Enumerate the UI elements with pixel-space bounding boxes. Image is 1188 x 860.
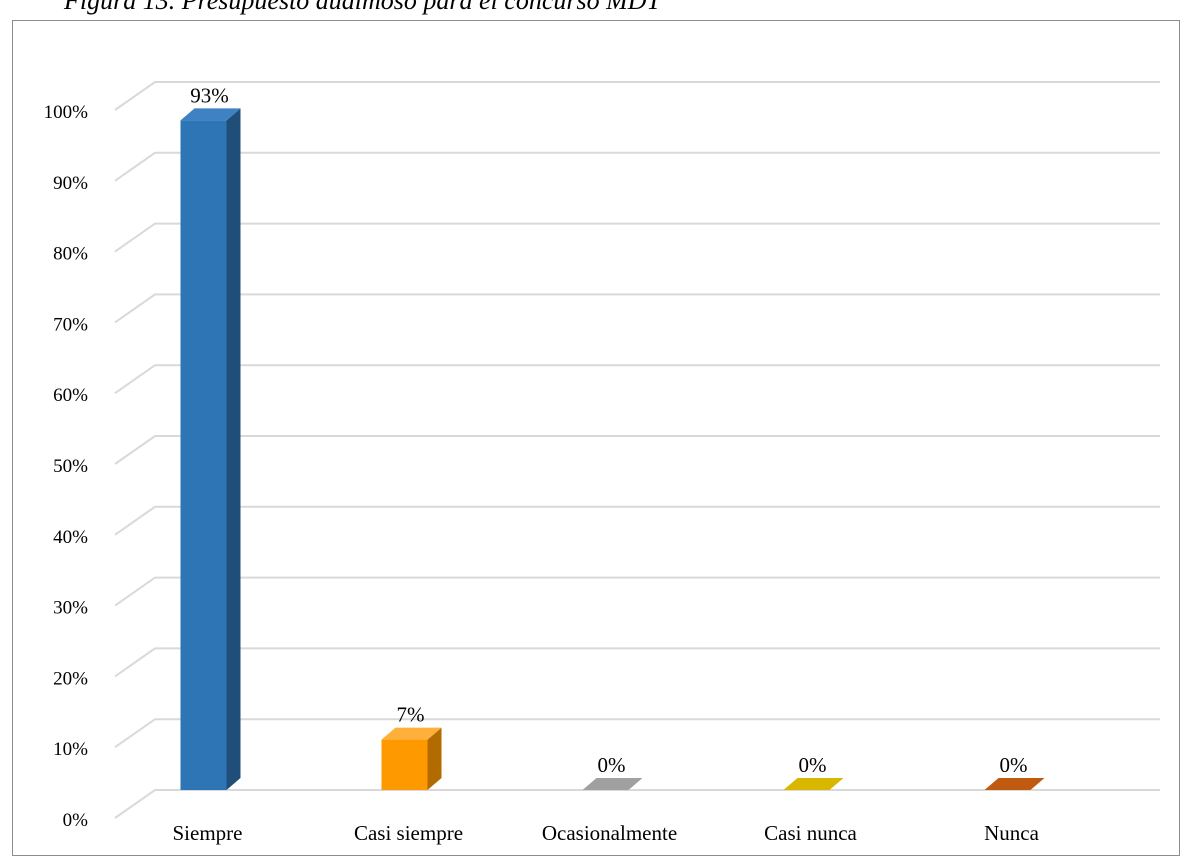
bars <box>180 108 1045 790</box>
data-label: 0% <box>598 753 626 777</box>
bar-side <box>427 727 442 790</box>
data-labels: 93% 7% 0% 0% 0% <box>190 83 1027 777</box>
gridline <box>114 505 1160 536</box>
gridline <box>114 293 1160 324</box>
bar-siempre <box>180 108 241 790</box>
bar-top <box>180 108 241 121</box>
y-tick-label: 20% <box>53 668 88 689</box>
x-category-label: Nunca <box>984 821 1039 845</box>
gridline <box>114 576 1160 607</box>
x-category-label: Siempre <box>173 821 243 845</box>
gridline <box>114 718 1160 749</box>
x-category-label: Casi nunca <box>764 821 857 845</box>
chart-frame <box>12 20 1180 856</box>
bar-front <box>180 120 227 790</box>
bar-casi-siempre <box>381 727 442 790</box>
data-label: 0% <box>799 753 827 777</box>
data-label: 93% <box>190 83 229 107</box>
bar-nunca <box>984 778 1045 790</box>
bar-side <box>226 108 241 790</box>
y-tick-label: 50% <box>53 456 88 477</box>
gridline <box>114 222 1160 253</box>
y-tick-label: 0% <box>63 810 89 831</box>
y-tick-label: 90% <box>53 173 88 194</box>
bar-top <box>582 778 643 790</box>
bar-top <box>984 778 1045 790</box>
bar-casi-nunca <box>783 778 844 790</box>
y-tick-label: 80% <box>53 244 88 265</box>
gridlines <box>114 81 1160 819</box>
gridline <box>114 789 1160 819</box>
data-label: 7% <box>397 703 425 727</box>
bar-front <box>381 739 428 790</box>
gridline <box>114 647 1160 678</box>
bar-top <box>783 778 844 790</box>
figure-caption: Figura 13. Presupuesto dualmoso para el … <box>64 0 662 15</box>
x-category-label: Casi siempre <box>354 821 463 845</box>
y-tick-label: 30% <box>53 598 88 619</box>
bar-top <box>381 727 442 740</box>
bar-ocasionalmente <box>582 778 643 790</box>
y-axis-ticks: 0% 10% 20% 30% 40% 50% 60% 70% 80% 90% 100% <box>44 102 89 831</box>
x-axis-categories: Siempre Casi siempre Ocasionalmente Casi nu… <box>173 821 1040 845</box>
data-label: 0% <box>1000 753 1028 777</box>
y-tick-label: 100% <box>44 102 89 123</box>
y-tick-label: 10% <box>53 739 88 760</box>
y-tick-label: 60% <box>53 385 88 406</box>
y-tick-label: 70% <box>53 314 88 335</box>
y-tick-label: 40% <box>53 527 88 548</box>
gridline <box>114 435 1160 465</box>
gridline <box>114 364 1160 395</box>
gridline <box>114 151 1160 182</box>
x-category-label: Ocasionalmente <box>542 821 677 845</box>
gridline <box>114 81 1160 111</box>
